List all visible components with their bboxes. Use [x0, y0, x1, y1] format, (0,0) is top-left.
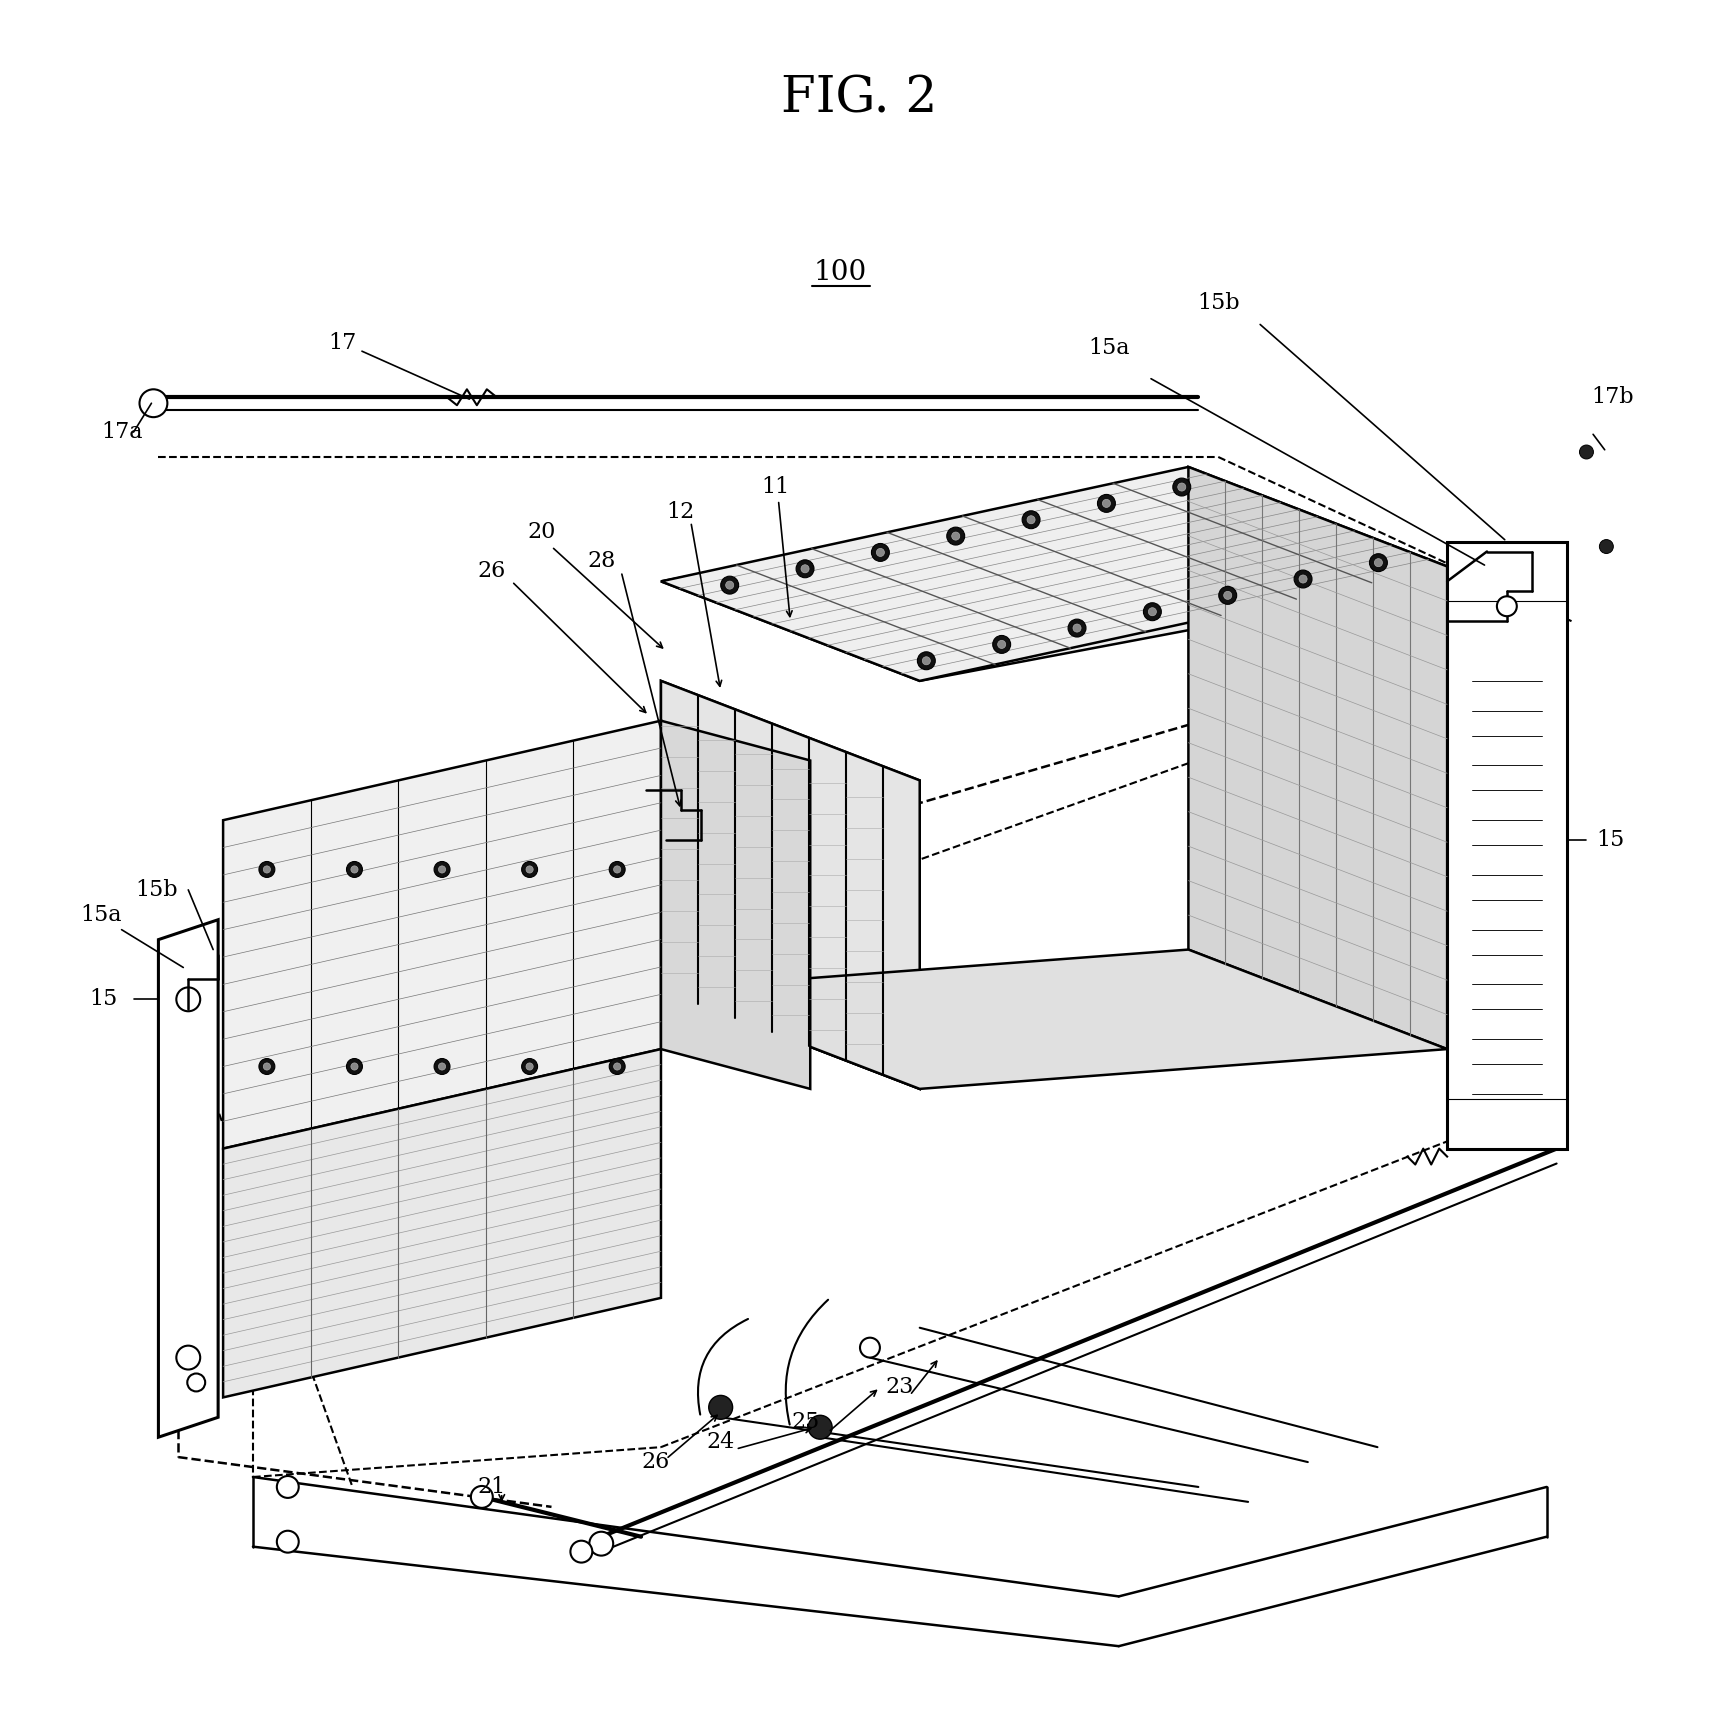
- Text: 100: 100: [813, 260, 866, 286]
- Text: 15: 15: [1597, 829, 1624, 851]
- Circle shape: [1224, 591, 1233, 600]
- Text: FIG. 2: FIG. 2: [780, 74, 937, 124]
- Text: 26: 26: [641, 1451, 670, 1473]
- Circle shape: [351, 867, 358, 874]
- Circle shape: [571, 1540, 593, 1563]
- Circle shape: [614, 1063, 621, 1070]
- Circle shape: [277, 1530, 299, 1552]
- Circle shape: [471, 1485, 493, 1508]
- Circle shape: [1294, 570, 1312, 588]
- Circle shape: [1143, 603, 1162, 620]
- Circle shape: [923, 656, 930, 665]
- Text: 17a: 17a: [101, 420, 143, 443]
- Polygon shape: [1188, 467, 1447, 1049]
- Circle shape: [351, 1063, 358, 1070]
- Circle shape: [1219, 586, 1236, 605]
- Circle shape: [918, 651, 935, 670]
- Circle shape: [860, 1337, 880, 1358]
- Circle shape: [526, 867, 533, 874]
- Circle shape: [609, 862, 626, 877]
- Circle shape: [708, 1396, 732, 1420]
- Circle shape: [1178, 482, 1186, 491]
- Circle shape: [590, 1532, 614, 1556]
- Text: 23: 23: [885, 1377, 915, 1399]
- Circle shape: [438, 867, 445, 874]
- Text: 15b: 15b: [1196, 291, 1239, 314]
- Circle shape: [435, 862, 450, 877]
- Polygon shape: [662, 949, 1447, 1089]
- Circle shape: [725, 581, 734, 589]
- Circle shape: [435, 1058, 450, 1075]
- Polygon shape: [662, 720, 810, 1089]
- Text: 21: 21: [478, 1477, 505, 1497]
- Circle shape: [992, 636, 1011, 653]
- Circle shape: [139, 389, 167, 417]
- Circle shape: [808, 1415, 832, 1439]
- Circle shape: [526, 1063, 533, 1070]
- Circle shape: [1102, 500, 1110, 507]
- Circle shape: [609, 1058, 626, 1075]
- Text: 26: 26: [478, 560, 505, 582]
- Polygon shape: [158, 920, 218, 1437]
- Circle shape: [177, 1346, 199, 1370]
- Circle shape: [796, 560, 815, 577]
- Text: 28: 28: [588, 550, 615, 572]
- Text: 15: 15: [89, 989, 119, 1010]
- Circle shape: [521, 1058, 538, 1075]
- Circle shape: [614, 867, 621, 874]
- Circle shape: [1148, 608, 1157, 615]
- Text: 17: 17: [328, 331, 469, 400]
- Circle shape: [347, 1058, 363, 1075]
- Circle shape: [521, 862, 538, 877]
- Circle shape: [952, 532, 959, 539]
- Circle shape: [872, 543, 889, 562]
- Circle shape: [1300, 575, 1306, 582]
- Circle shape: [263, 1063, 270, 1070]
- Circle shape: [260, 862, 275, 877]
- Text: 15a: 15a: [81, 905, 122, 925]
- Polygon shape: [1447, 541, 1566, 1149]
- Polygon shape: [223, 1049, 662, 1397]
- Circle shape: [347, 862, 363, 877]
- Text: 11: 11: [762, 476, 789, 498]
- Circle shape: [720, 575, 739, 594]
- Text: 15a: 15a: [1088, 336, 1129, 358]
- Circle shape: [1026, 515, 1035, 524]
- Circle shape: [1097, 495, 1116, 512]
- Circle shape: [438, 1063, 445, 1070]
- Polygon shape: [223, 720, 662, 1149]
- Circle shape: [1580, 445, 1594, 458]
- Circle shape: [260, 1058, 275, 1075]
- Circle shape: [1067, 619, 1086, 638]
- Circle shape: [1497, 596, 1516, 617]
- Circle shape: [877, 548, 884, 557]
- Circle shape: [187, 1373, 205, 1392]
- Polygon shape: [662, 482, 1447, 681]
- Text: 15b: 15b: [136, 879, 179, 901]
- Circle shape: [1375, 558, 1382, 567]
- Circle shape: [997, 641, 1006, 648]
- Polygon shape: [662, 467, 1447, 681]
- Polygon shape: [662, 681, 920, 1089]
- Text: 17b: 17b: [1592, 386, 1635, 408]
- Text: 25: 25: [791, 1411, 820, 1434]
- Circle shape: [947, 527, 964, 544]
- Circle shape: [801, 565, 810, 572]
- Circle shape: [1073, 624, 1081, 632]
- Polygon shape: [662, 681, 920, 1089]
- Text: 12: 12: [667, 501, 694, 522]
- Circle shape: [277, 1477, 299, 1497]
- Text: 24: 24: [707, 1432, 734, 1452]
- Circle shape: [1370, 553, 1387, 572]
- Text: 20: 20: [528, 520, 555, 543]
- Circle shape: [1023, 510, 1040, 529]
- Circle shape: [263, 867, 270, 874]
- Circle shape: [1172, 477, 1191, 496]
- Circle shape: [177, 987, 199, 1011]
- Circle shape: [1599, 539, 1614, 553]
